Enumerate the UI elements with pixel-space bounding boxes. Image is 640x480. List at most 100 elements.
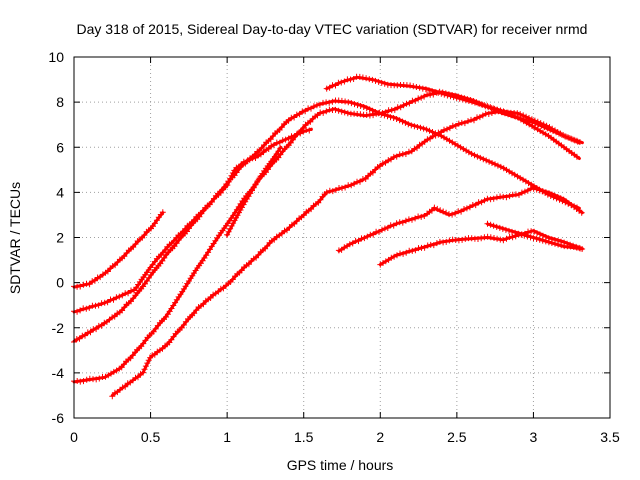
data-point-marker <box>121 253 128 260</box>
data-point-marker <box>277 151 284 158</box>
data-point-marker <box>438 90 445 97</box>
data-point-marker <box>449 211 456 218</box>
series-arc-5 <box>109 108 581 400</box>
data-point-marker <box>104 299 111 306</box>
data-point-marker <box>310 103 317 110</box>
data-point-marker <box>433 240 440 247</box>
x-tick-label: 2 <box>376 429 384 445</box>
data-point-marker <box>87 329 94 336</box>
data-point-marker <box>186 225 192 232</box>
data-point-marker <box>132 241 139 248</box>
data-point-marker <box>491 235 497 241</box>
data-point-marker <box>429 88 436 95</box>
data-point-marker <box>426 127 433 134</box>
data-point-marker <box>369 107 376 114</box>
data-point-marker <box>372 77 379 84</box>
data-point-marker <box>518 189 525 196</box>
data-point-marker <box>570 136 577 143</box>
data-point-marker <box>548 240 555 246</box>
data-point-marker <box>558 242 565 249</box>
data-point-marker <box>102 373 109 380</box>
data-point-marker <box>152 325 159 332</box>
data-point-marker <box>258 145 265 152</box>
data-point-marker <box>369 76 376 83</box>
data-point-marker <box>539 188 546 195</box>
data-point-marker <box>282 136 289 143</box>
data-point-marker <box>366 76 373 83</box>
data-point-marker <box>135 374 141 381</box>
data-point-marker <box>300 212 307 219</box>
series-layer <box>71 73 586 400</box>
data-point-marker <box>342 184 349 191</box>
data-point-marker <box>335 107 342 114</box>
data-point-marker <box>128 298 134 305</box>
data-point-marker <box>339 185 345 192</box>
data-point-marker <box>109 314 116 321</box>
data-point-marker <box>329 188 336 195</box>
x-axis-label: GPS time / hours <box>287 457 394 473</box>
data-point-marker <box>412 247 419 254</box>
data-point-marker <box>348 100 355 107</box>
data-point-marker <box>140 369 147 376</box>
data-point-marker <box>77 307 84 314</box>
data-point-marker <box>520 115 527 122</box>
series-trace <box>72 90 581 384</box>
data-point-marker <box>446 237 453 244</box>
data-point-marker <box>193 307 200 314</box>
data-point-marker <box>434 205 441 212</box>
data-point-marker <box>265 146 272 152</box>
data-point-marker <box>180 322 187 328</box>
data-point-marker <box>355 238 362 245</box>
data-point-marker <box>443 209 450 216</box>
data-point-marker <box>83 376 90 383</box>
data-point-marker <box>264 243 271 249</box>
data-point-marker <box>332 82 339 89</box>
data-point-marker <box>151 351 158 358</box>
data-point-marker <box>474 153 481 160</box>
data-point-marker <box>300 125 307 132</box>
data-point-marker <box>323 108 330 115</box>
data-point-marker <box>458 208 465 215</box>
series-trace <box>72 99 581 343</box>
data-point-marker <box>409 247 416 254</box>
data-point-marker <box>471 117 477 124</box>
data-point-marker <box>91 277 98 284</box>
data-point-marker <box>291 114 298 121</box>
data-point-marker <box>221 184 228 191</box>
data-point-marker <box>267 136 274 143</box>
data-point-marker <box>338 108 345 115</box>
data-point-marker <box>285 117 292 124</box>
data-point-marker <box>140 340 147 347</box>
data-point-marker <box>338 79 345 86</box>
data-point-marker <box>554 194 561 200</box>
tick-layer: 0 0.5 1 1.5 2 2.5 3 3.5 -6 -4 -2 0 2 4 6 8 10 <box>48 49 620 445</box>
data-point-marker <box>329 98 336 105</box>
data-point-marker <box>198 210 205 217</box>
data-point-marker <box>578 209 585 216</box>
x-tick-label: 3 <box>530 429 538 445</box>
data-point-marker <box>391 106 398 113</box>
data-point-marker <box>536 231 543 238</box>
data-point-marker <box>82 332 88 339</box>
data-point-marker <box>96 375 103 382</box>
data-point-marker <box>381 80 388 87</box>
data-point-marker <box>323 85 330 92</box>
data-point-marker <box>545 239 552 246</box>
data-point-marker <box>93 326 100 333</box>
series-arc-4 <box>71 88 581 385</box>
data-point-marker <box>418 213 425 220</box>
data-point-marker <box>475 100 482 107</box>
data-point-marker <box>168 336 175 343</box>
data-point-marker <box>396 117 403 124</box>
data-point-marker <box>511 113 518 119</box>
data-point-marker <box>461 206 467 212</box>
data-point-marker <box>521 188 528 195</box>
data-point-marker <box>116 293 123 300</box>
data-point-marker <box>515 230 522 237</box>
data-point-marker <box>119 384 126 391</box>
data-point-marker <box>561 133 568 140</box>
data-point-marker <box>196 213 203 220</box>
series-arc-10 <box>484 220 584 252</box>
data-point-marker <box>238 267 245 274</box>
data-point-marker <box>113 294 120 301</box>
